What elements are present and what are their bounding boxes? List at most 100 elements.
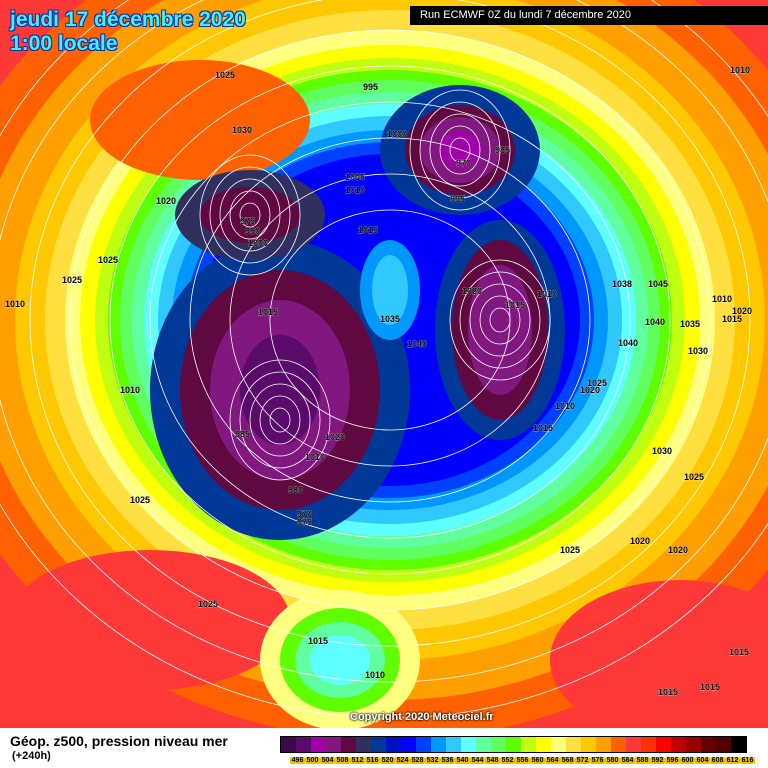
legend-swatch xyxy=(656,737,671,752)
pressure-label: 975 xyxy=(297,517,312,527)
isobar-line xyxy=(0,0,768,683)
legend-tick: 552 xyxy=(500,757,515,764)
isobar-line xyxy=(149,101,631,539)
geopotential-map: 1025103099510009709851010102010051010995… xyxy=(0,0,768,728)
pressure-label: 1015 xyxy=(258,307,278,317)
legend-tick: 556 xyxy=(515,757,530,764)
legend-tick: 592 xyxy=(650,757,665,764)
pressure-label: 970 xyxy=(456,158,471,168)
legend-tick: 536 xyxy=(440,757,455,764)
isobar-line xyxy=(449,259,551,381)
legend-swatch xyxy=(671,737,686,752)
isobar-line xyxy=(199,154,301,276)
legend-tick: 508 xyxy=(335,757,350,764)
contour-band xyxy=(550,580,768,728)
legend-swatch xyxy=(641,737,656,752)
isobars xyxy=(0,0,768,719)
legend-swatch xyxy=(311,737,326,752)
legend-swatch xyxy=(386,737,401,752)
contour-band xyxy=(200,187,300,243)
pressure-label: 1040 xyxy=(407,339,427,349)
pressure-label: 1030 xyxy=(232,125,252,135)
pressure-label: 1020 xyxy=(630,536,650,546)
legend-swatch xyxy=(431,737,446,752)
pressure-labels: 1025103099510009709851010102010051010995… xyxy=(5,65,752,697)
isobar-line xyxy=(429,113,491,187)
pressure-label: 970 xyxy=(297,509,312,519)
legend-tick: 596 xyxy=(665,757,680,764)
legend-tick: 532 xyxy=(425,757,440,764)
pressure-label: 1010 xyxy=(730,65,750,75)
legend-swatch xyxy=(551,737,566,752)
legend-swatch xyxy=(716,737,731,752)
legend-swatch xyxy=(476,737,491,752)
isobar-line xyxy=(259,395,301,445)
legend-swatch xyxy=(341,737,356,752)
isobar-line xyxy=(239,371,321,469)
legend-tick: 576 xyxy=(590,757,605,764)
legend-tick: 528 xyxy=(410,757,425,764)
legend-swatch xyxy=(521,737,536,752)
isobar-line xyxy=(419,101,501,199)
legend-tick: 540 xyxy=(455,757,470,764)
isobar-line xyxy=(409,89,511,211)
pressure-label: 1020 xyxy=(462,286,482,296)
pressure-label: 1025 xyxy=(587,378,607,388)
legend-swatch xyxy=(611,737,626,752)
isobar-line xyxy=(479,295,521,345)
run-info: Run ECMWF 0Z du lundi 7 décembre 2020 xyxy=(410,6,768,25)
legend-swatch xyxy=(566,737,581,752)
legend-tick: 504 xyxy=(320,757,335,764)
isobar-line xyxy=(489,307,511,333)
legend-tick: 500 xyxy=(305,757,320,764)
legend-tick: 572 xyxy=(575,757,590,764)
legend-swatch xyxy=(416,737,431,752)
contour-band xyxy=(90,60,310,180)
pressure-label: 1000 xyxy=(387,129,407,139)
legend-tick: 604 xyxy=(695,757,710,764)
forecast-time: 1:00 locale xyxy=(10,32,118,55)
isobar-line xyxy=(239,202,261,228)
pressure-label: 1025 xyxy=(98,255,118,265)
legend-swatch xyxy=(626,737,641,752)
contour-band xyxy=(372,255,408,325)
isobar-line xyxy=(449,137,471,163)
legend-swatch xyxy=(686,737,701,752)
pressure-label: 975 xyxy=(240,216,255,226)
pressure-label: 1010 xyxy=(537,289,557,299)
pressure-label: 1010 xyxy=(305,452,325,462)
legend-tick: 520 xyxy=(380,757,395,764)
legend-tick: 580 xyxy=(605,757,620,764)
pressure-label: 1020 xyxy=(668,545,688,555)
legend-swatch xyxy=(701,737,716,752)
pressure-label: 985 xyxy=(495,145,510,155)
pressure-label: 1015 xyxy=(700,682,720,692)
pressure-label: 1030 xyxy=(688,346,708,356)
legend-swatch xyxy=(356,737,371,752)
legend-swatch xyxy=(296,737,311,752)
pressure-label: 1010 xyxy=(712,294,732,304)
legend-swatch xyxy=(401,737,416,752)
pressure-label: 1015 xyxy=(722,314,742,324)
footer: Géop. z500, pression niveau mer (+240h) … xyxy=(0,728,768,768)
pressure-label: 1010 xyxy=(5,299,25,309)
legend-swatch xyxy=(581,737,596,752)
contour-band xyxy=(10,550,290,690)
legend-tick: 584 xyxy=(620,757,635,764)
legend-tick: 608 xyxy=(710,757,725,764)
pressure-label: 1030 xyxy=(652,446,672,456)
isobar-line xyxy=(69,29,711,611)
pressure-label: 1020 xyxy=(580,385,600,395)
contour-band xyxy=(240,335,320,445)
field-name: Géop. z500, pression niveau mer xyxy=(10,733,228,749)
isobar-line xyxy=(189,137,591,503)
lead-time: (+240h) xyxy=(12,750,51,762)
pressure-label: 1005 xyxy=(345,172,365,182)
legend-tick: 560 xyxy=(530,757,545,764)
legend-swatch xyxy=(491,737,506,752)
pressure-label: 1025 xyxy=(560,545,580,555)
pressure-label: 1020 xyxy=(325,432,345,442)
isobar-line xyxy=(459,271,541,369)
isobar-line xyxy=(0,0,768,719)
contour-band xyxy=(468,265,532,395)
